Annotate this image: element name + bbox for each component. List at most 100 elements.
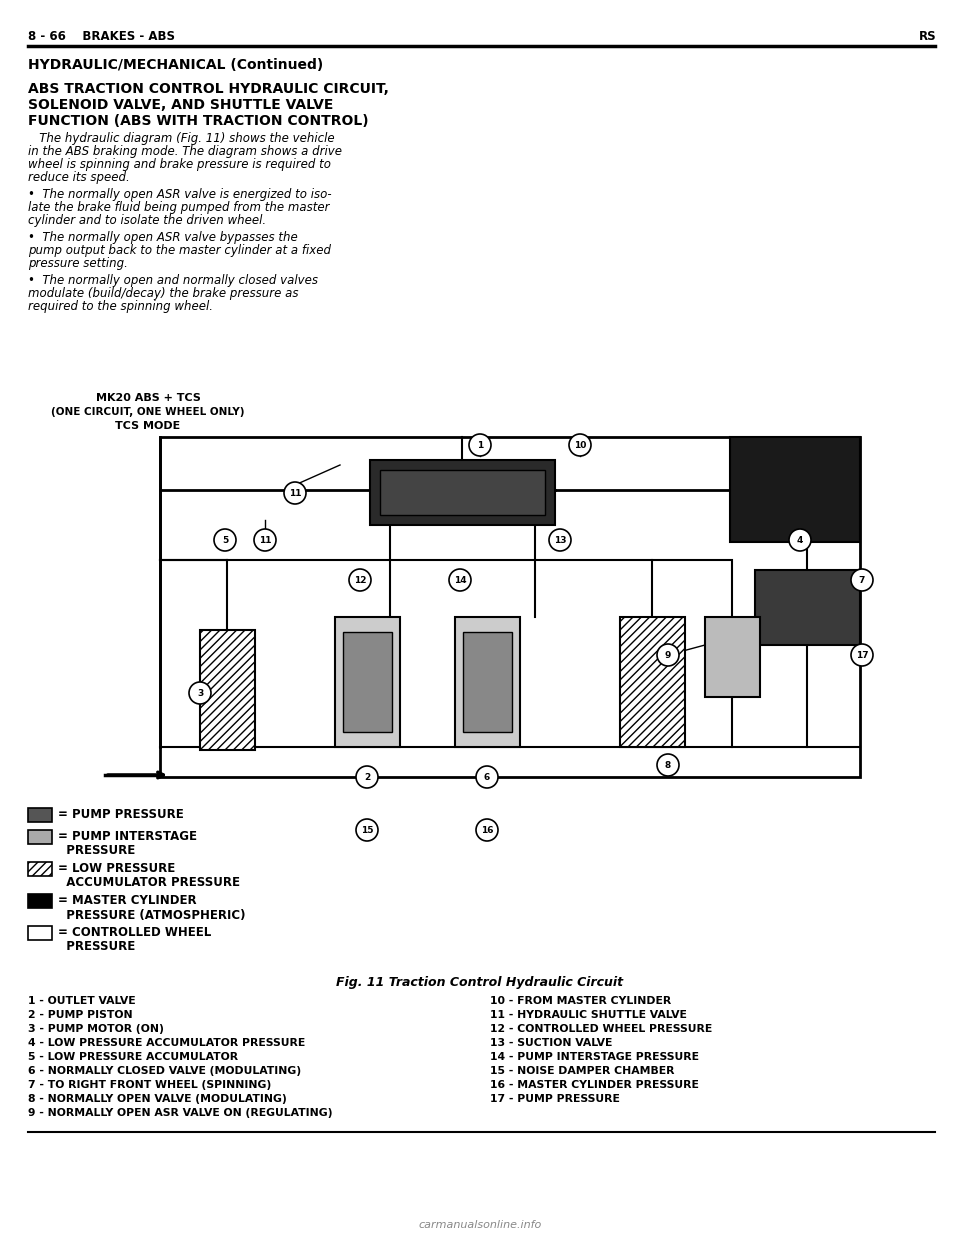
Circle shape (569, 433, 591, 456)
Text: 16 - MASTER CYLINDER PRESSURE: 16 - MASTER CYLINDER PRESSURE (490, 1081, 699, 1090)
Text: 2: 2 (364, 773, 371, 782)
Text: pressure setting.: pressure setting. (28, 257, 128, 270)
Bar (755, 570, 860, 645)
Text: 12: 12 (353, 576, 367, 585)
Text: 13: 13 (554, 537, 566, 545)
Circle shape (789, 529, 811, 551)
Circle shape (476, 766, 498, 787)
Text: ACCUMULATOR PRESSURE: ACCUMULATOR PRESSURE (58, 877, 240, 889)
Text: = PUMP INTERSTAGE: = PUMP INTERSTAGE (58, 831, 197, 843)
Bar (455, 617, 520, 746)
Text: 7 - TO RIGHT FRONT WHEEL (SPINNING): 7 - TO RIGHT FRONT WHEEL (SPINNING) (28, 1081, 272, 1090)
Text: SOLENOID VALVE, AND SHUTTLE VALVE: SOLENOID VALVE, AND SHUTTLE VALVE (28, 98, 333, 112)
Text: 3 - PUMP MOTOR (ON): 3 - PUMP MOTOR (ON) (28, 1023, 164, 1035)
Bar (28, 862, 52, 876)
Text: 11 - HYDRAULIC SHUTTLE VALVE: 11 - HYDRAULIC SHUTTLE VALVE (490, 1010, 686, 1020)
Circle shape (476, 818, 498, 841)
Text: 5: 5 (222, 537, 228, 545)
Bar (28, 809, 52, 822)
Text: 14 - PUMP INTERSTAGE PRESSURE: 14 - PUMP INTERSTAGE PRESSURE (490, 1052, 699, 1062)
Text: 2 - PUMP PISTON: 2 - PUMP PISTON (28, 1010, 132, 1020)
Text: = LOW PRESSURE: = LOW PRESSURE (58, 862, 176, 876)
Text: late the brake fluid being pumped from the master: late the brake fluid being pumped from t… (28, 201, 329, 214)
Text: 3: 3 (197, 689, 204, 698)
Text: FUNCTION (ABS WITH TRACTION CONTROL): FUNCTION (ABS WITH TRACTION CONTROL) (28, 114, 369, 128)
Text: 8 - NORMALLY OPEN VALVE (MODULATING): 8 - NORMALLY OPEN VALVE (MODULATING) (28, 1094, 287, 1104)
Bar (28, 830, 52, 845)
Circle shape (356, 766, 378, 787)
Text: 6: 6 (484, 773, 491, 782)
Text: 10 - FROM MASTER CYLINDER: 10 - FROM MASTER CYLINDER (490, 996, 671, 1006)
Text: pump output back to the master cylinder at a fixed: pump output back to the master cylinder … (28, 243, 331, 257)
Text: required to the spinning wheel.: required to the spinning wheel. (28, 301, 213, 313)
Text: 7: 7 (859, 576, 865, 585)
Bar (730, 437, 860, 542)
Text: •  The normally open and normally closed valves: • The normally open and normally closed … (28, 274, 318, 287)
Text: modulate (build/decay) the brake pressure as: modulate (build/decay) the brake pressur… (28, 287, 299, 301)
Text: 17 - PUMP PRESSURE: 17 - PUMP PRESSURE (490, 1094, 620, 1104)
Bar (620, 617, 685, 746)
Bar (28, 927, 52, 940)
Text: = CONTROLLED WHEEL: = CONTROLLED WHEEL (58, 927, 211, 939)
Text: 14: 14 (454, 576, 467, 585)
Circle shape (449, 569, 471, 591)
Bar (200, 630, 255, 750)
Text: 5 - LOW PRESSURE ACCUMULATOR: 5 - LOW PRESSURE ACCUMULATOR (28, 1052, 238, 1062)
Text: PRESSURE: PRESSURE (58, 845, 135, 857)
Circle shape (851, 645, 873, 666)
Circle shape (349, 569, 371, 591)
Text: •  The normally open ASR valve is energized to iso-: • The normally open ASR valve is energiz… (28, 188, 331, 201)
Text: 16: 16 (481, 826, 493, 835)
Text: 6 - NORMALLY CLOSED VALVE (MODULATING): 6 - NORMALLY CLOSED VALVE (MODULATING) (28, 1066, 301, 1076)
Text: cylinder and to isolate the driven wheel.: cylinder and to isolate the driven wheel… (28, 214, 266, 227)
Bar (28, 894, 52, 908)
Text: PRESSURE (ATMOSPHERIC): PRESSURE (ATMOSPHERIC) (58, 908, 246, 922)
Circle shape (254, 529, 276, 551)
Text: reduce its speed.: reduce its speed. (28, 171, 130, 184)
Text: 4 - LOW PRESSURE ACCUMULATOR PRESSURE: 4 - LOW PRESSURE ACCUMULATOR PRESSURE (28, 1038, 305, 1048)
Text: = MASTER CYLINDER: = MASTER CYLINDER (58, 894, 197, 908)
Bar (463, 632, 512, 732)
Bar (343, 632, 392, 732)
Text: 1: 1 (477, 441, 483, 450)
Bar (370, 460, 555, 525)
Text: 12 - CONTROLLED WHEEL PRESSURE: 12 - CONTROLLED WHEEL PRESSURE (490, 1023, 712, 1035)
Text: carmanualsonline.info: carmanualsonline.info (419, 1220, 541, 1230)
Text: 15: 15 (361, 826, 373, 835)
Text: 4: 4 (797, 537, 804, 545)
Text: 11: 11 (289, 489, 301, 498)
Bar (380, 469, 545, 515)
Text: MK20 ABS + TCS: MK20 ABS + TCS (96, 392, 201, 402)
Text: (ONE CIRCUIT, ONE WHEEL ONLY): (ONE CIRCUIT, ONE WHEEL ONLY) (51, 407, 245, 417)
Text: 1 - OUTLET VALVE: 1 - OUTLET VALVE (28, 996, 135, 1006)
Text: •  The normally open ASR valve bypasses the: • The normally open ASR valve bypasses t… (28, 231, 298, 243)
Text: 9 - NORMALLY OPEN ASR VALVE ON (REGULATING): 9 - NORMALLY OPEN ASR VALVE ON (REGULATI… (28, 1108, 332, 1118)
Bar (160, 437, 860, 777)
Text: 15 - NOISE DAMPER CHAMBER: 15 - NOISE DAMPER CHAMBER (490, 1066, 675, 1076)
Text: The hydraulic diagram (Fig. 11) shows the vehicle: The hydraulic diagram (Fig. 11) shows th… (28, 132, 335, 145)
Text: 11: 11 (259, 537, 272, 545)
Bar (335, 617, 400, 746)
Text: wheel is spinning and brake pressure is required to: wheel is spinning and brake pressure is … (28, 158, 331, 171)
Text: = PUMP PRESSURE: = PUMP PRESSURE (58, 809, 183, 821)
Text: 17: 17 (855, 651, 868, 660)
Text: 8 - 66    BRAKES - ABS: 8 - 66 BRAKES - ABS (28, 30, 175, 43)
Text: 13 - SUCTION VALVE: 13 - SUCTION VALVE (490, 1038, 612, 1048)
Bar (705, 617, 760, 697)
Circle shape (657, 754, 679, 776)
Circle shape (469, 433, 491, 456)
Circle shape (549, 529, 571, 551)
Circle shape (284, 482, 306, 504)
Text: TCS MODE: TCS MODE (115, 421, 180, 431)
Text: in the ABS braking mode. The diagram shows a drive: in the ABS braking mode. The diagram sho… (28, 145, 342, 158)
Text: ABS TRACTION CONTROL HYDRAULIC CIRCUIT,: ABS TRACTION CONTROL HYDRAULIC CIRCUIT, (28, 82, 389, 96)
Circle shape (189, 682, 211, 704)
Text: HYDRAULIC/MECHANICAL (Continued): HYDRAULIC/MECHANICAL (Continued) (28, 58, 324, 72)
Text: 9: 9 (665, 651, 671, 660)
Text: PRESSURE: PRESSURE (58, 940, 135, 954)
Text: 10: 10 (574, 441, 587, 450)
Text: Fig. 11 Traction Control Hydraulic Circuit: Fig. 11 Traction Control Hydraulic Circu… (336, 976, 624, 989)
Circle shape (214, 529, 236, 551)
Circle shape (657, 645, 679, 666)
Circle shape (356, 818, 378, 841)
